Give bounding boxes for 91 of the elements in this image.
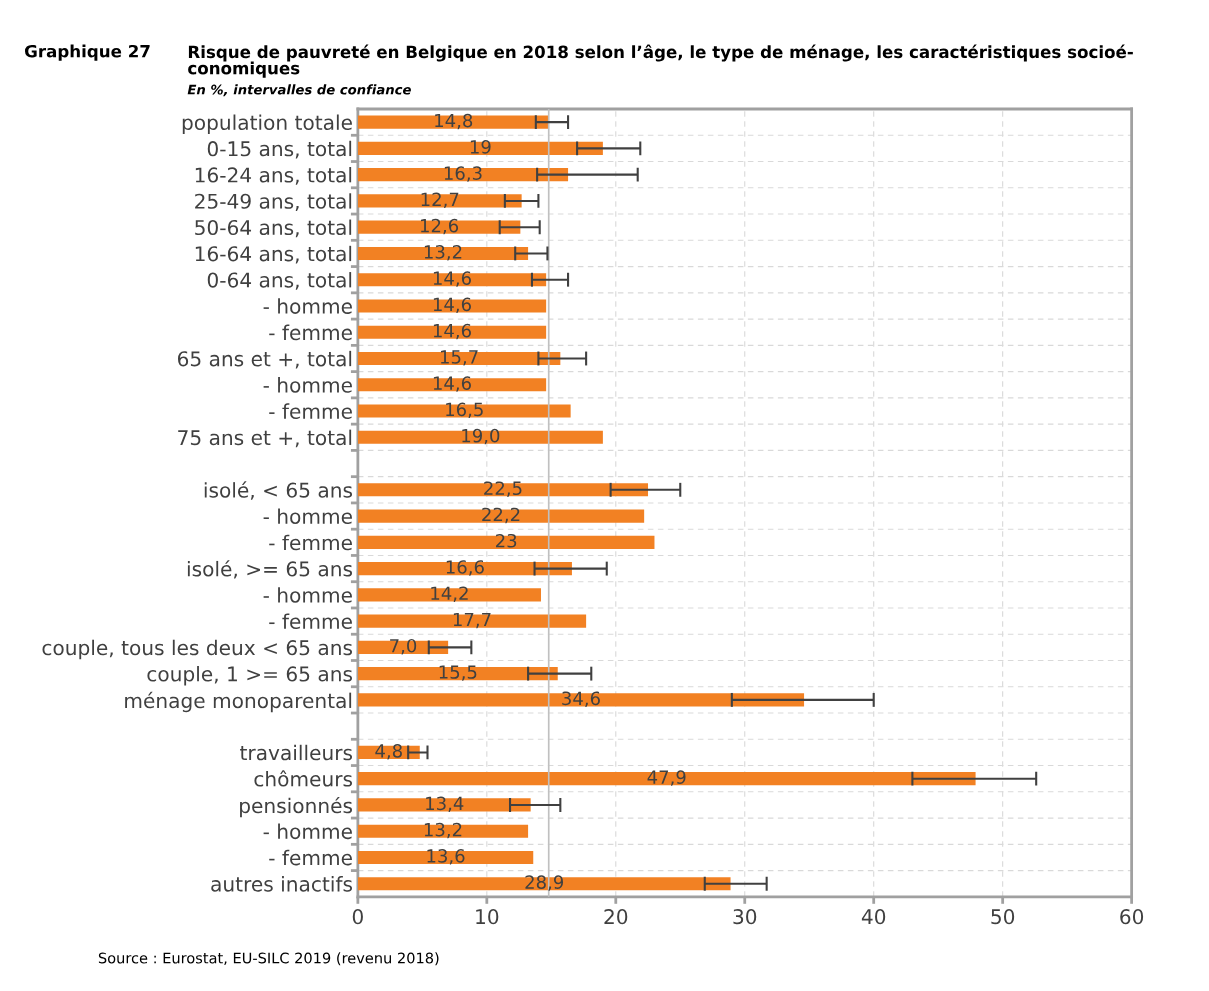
y-tick-label: - femme <box>269 324 352 341</box>
y-tick-label: 0-64 ans, total <box>207 272 352 290</box>
bar <box>357 824 529 838</box>
data-label: 13,4 <box>426 796 464 813</box>
data-label: 16,5 <box>446 402 483 419</box>
data-label: 13,2 <box>424 822 462 839</box>
chart-title: Risque de pauvreté en Belgique en 2018 selon l’âge, le type de ménage, les caractéristiques socioé- conomiques <box>188 44 1133 78</box>
bar <box>357 141 603 155</box>
y-tick-label: isolé, < 65 ans <box>204 481 353 500</box>
y-tick-label: chômeurs <box>254 770 353 787</box>
bar <box>357 194 522 208</box>
x-tick-label: 40 <box>861 909 886 925</box>
data-label: 13,2 <box>424 245 462 261</box>
y-tick-label: - homme <box>263 298 352 314</box>
data-label: 19 <box>470 139 491 154</box>
bar <box>357 325 547 339</box>
y-tick-label: 16-64 ans, total <box>195 245 352 264</box>
bar <box>357 588 541 602</box>
y-tick-label: - homme <box>263 587 352 603</box>
y-tick-label: - homme <box>263 377 352 393</box>
x-tick-label: 50 <box>991 909 1015 925</box>
bar <box>357 273 547 287</box>
data-label: 4,8 <box>375 744 402 760</box>
y-tick-label: - femme <box>269 849 352 866</box>
data-label: 13,6 <box>427 849 465 865</box>
y-tick-label: isolé, >= 65 ans <box>187 560 353 579</box>
y-tick-label: 65 ans et +, total <box>177 350 352 369</box>
y-tick-label: 0-15 ans, total <box>207 140 352 159</box>
y-tick-label: pensionnés <box>240 796 353 818</box>
y-tick-label: 16-24 ans, total <box>195 167 352 185</box>
data-label: 17,7 <box>453 612 491 629</box>
bar <box>357 168 569 182</box>
bar <box>357 850 534 865</box>
source-note: Source : Eurostat, EU-SILC 2019 (revenu 2018) <box>98 952 439 966</box>
y-tick-label: 75 ans et +, total <box>178 429 352 448</box>
y-tick-label: - femme <box>269 534 352 551</box>
bar <box>357 404 571 418</box>
bar <box>357 430 603 444</box>
data-label: 23 <box>496 533 517 548</box>
y-tick-label: autres inactifs <box>211 876 353 892</box>
bar <box>357 378 547 392</box>
bar <box>357 115 549 129</box>
y-tick-label: couple, 1 >= 65 ans <box>147 665 353 686</box>
bar <box>357 483 649 497</box>
bar <box>357 299 547 313</box>
data-label: 16,6 <box>446 560 484 576</box>
bar <box>357 877 731 891</box>
bar <box>357 772 976 786</box>
data-label: 16,3 <box>444 166 482 182</box>
bar <box>357 220 521 234</box>
y-tick-label: - femme <box>269 613 352 630</box>
y-tick-label: travailleurs <box>240 744 353 761</box>
bar <box>357 798 531 812</box>
y-tick-label: - femme <box>269 403 352 419</box>
bar <box>357 351 561 366</box>
chart-subtitle: En %, intervalles de confiance <box>187 84 411 97</box>
data-label: 14,6 <box>433 271 471 287</box>
data-label: 47,9 <box>647 770 686 786</box>
bar <box>357 614 587 628</box>
data-label: 12,7 <box>421 192 459 209</box>
x-tick-label: 30 <box>733 909 757 925</box>
y-tick-label: couple, tous les deux < 65 ans <box>42 639 353 660</box>
y-tick-label: 50-64 ans, total <box>195 219 352 238</box>
data-label: 14,6 <box>433 297 471 314</box>
bar <box>357 509 645 523</box>
x-tick-label: 20 <box>604 909 628 925</box>
data-label: 14,6 <box>433 323 471 340</box>
data-label: 34,6 <box>562 691 600 707</box>
y-tick-label: - homme <box>263 823 352 840</box>
bar <box>357 535 655 549</box>
y-tick-label: ménage monoparental <box>125 691 352 713</box>
x-tick-label: 0 <box>352 909 363 925</box>
data-label: 15,5 <box>439 665 477 681</box>
text: Graphique 27 <box>25 44 150 61</box>
data-label: 22,5 <box>484 481 522 497</box>
data-label: 19,0 <box>462 428 500 445</box>
y-tick-label: 25-49 ans, total <box>195 193 352 211</box>
data-label: 22,2 <box>482 507 520 524</box>
data-label: 12,6 <box>420 218 459 235</box>
data-label: 14,6 <box>433 376 471 392</box>
data-label: 14,8 <box>435 113 473 130</box>
y-tick-label: population totale <box>182 114 352 134</box>
y-tick-label: - homme <box>263 508 352 524</box>
data-label: 14,2 <box>431 586 468 602</box>
data-label: 7,0 <box>390 638 417 655</box>
x-tick-label: 10 <box>476 909 499 925</box>
data-label: 15,7 <box>440 350 478 366</box>
bar <box>357 693 805 707</box>
bar <box>357 246 529 261</box>
x-tick-label: 60 <box>1120 909 1144 925</box>
bar <box>357 667 558 681</box>
